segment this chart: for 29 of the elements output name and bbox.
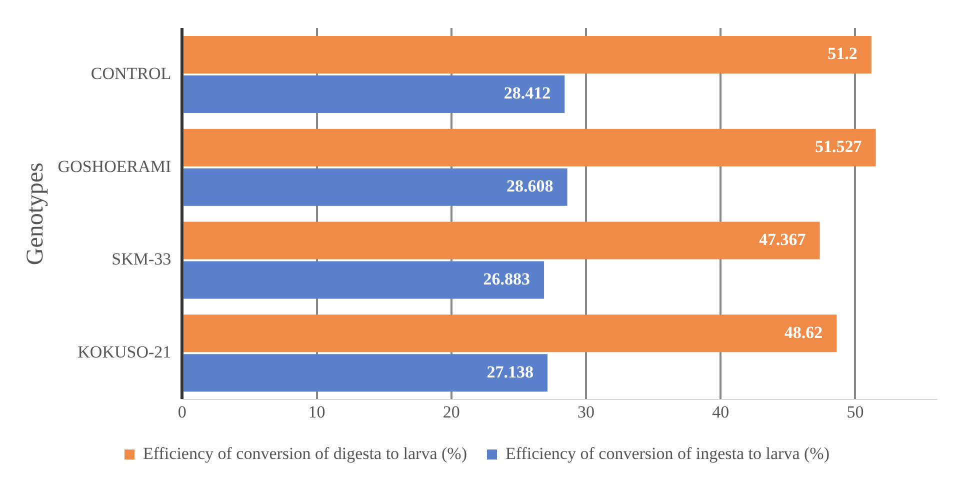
legend-label: Efficiency of conversion of digesta to larva (%) [143,444,468,463]
data-label: 47.367 [759,230,806,249]
data-label: 28.412 [504,84,551,103]
y-tick-label: SKM-33 [112,250,172,269]
data-label: 51.2 [828,44,858,64]
data-label: 26.883 [483,269,530,288]
data-label: 27.138 [486,362,534,382]
legend-label: Efficiency of conversion of ingesta to larva (%) [506,444,830,463]
bar [184,314,837,352]
y-tick-label: GOSHOERAMI [58,156,172,176]
data-label: 51.527 [815,137,862,156]
data-label: 28.608 [506,176,554,196]
bar [184,168,568,206]
y-axis-title: Genotypes [22,162,49,266]
bar [184,75,565,113]
bar [184,36,872,74]
x-tick-label: 20 [442,402,460,422]
x-tick-label: 40 [712,402,730,422]
bar [184,354,548,392]
y-tick-label: KOKUSO-21 [78,342,172,362]
x-tick-label: 50 [846,402,864,422]
x-tick-label: 10 [308,402,326,422]
data-label: 48.62 [784,322,823,342]
y-tick-label: CONTROL [90,64,172,83]
bar [184,222,820,260]
bar [184,128,876,166]
x-tick-label: 0 [178,402,186,422]
bar [184,261,544,299]
x-tick-label: 30 [577,402,594,422]
